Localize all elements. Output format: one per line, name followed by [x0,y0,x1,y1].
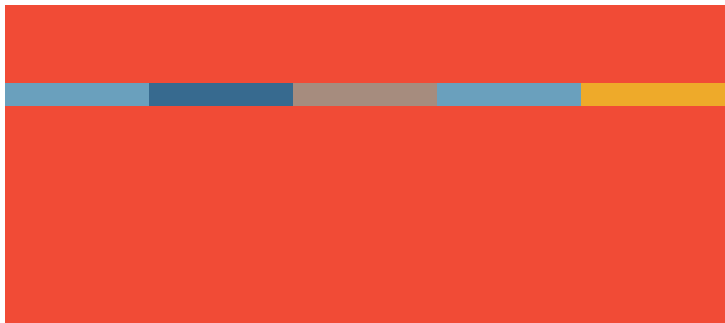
color-stripe [5,83,725,106]
stripe-segment-3 [293,83,437,106]
stripe-segment-4 [437,83,581,106]
stripe-segment-1 [5,83,149,106]
stripe-segment-5 [581,83,725,106]
red-canvas [5,5,725,323]
stripe-segment-2 [149,83,293,106]
